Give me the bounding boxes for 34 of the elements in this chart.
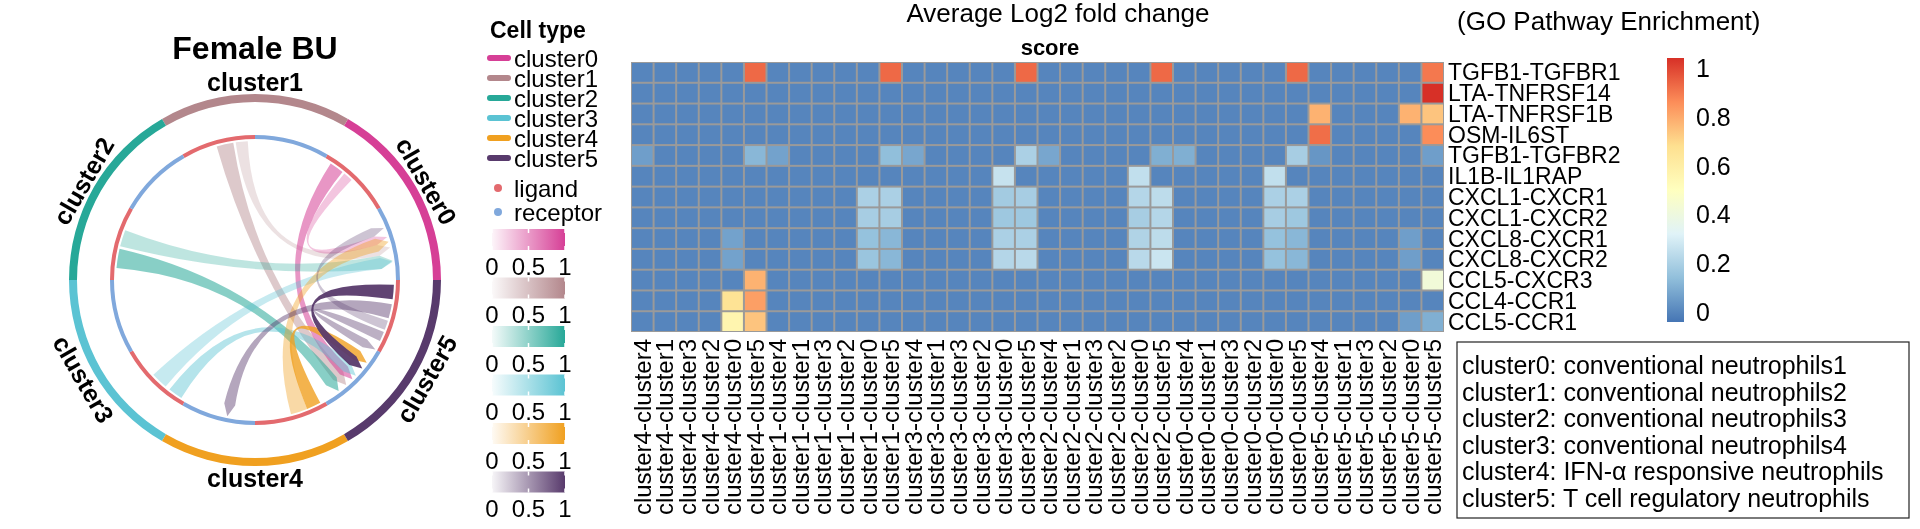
text: 0	[485, 495, 499, 522]
color-bar-label: 0.6	[1696, 151, 1731, 180]
color-bar-label: 1	[1696, 53, 1710, 82]
category-label: cluster1	[207, 68, 303, 96]
text: 1	[558, 349, 572, 377]
chart-title: score	[1020, 35, 1080, 60]
text: 0	[485, 398, 499, 425]
category-label: cluster4	[207, 464, 304, 492]
color-bar-label: 0.8	[1696, 102, 1731, 131]
color-bar-label: 0.2	[1696, 249, 1731, 278]
legend-title: Cell type	[490, 17, 586, 43]
text: 1	[558, 398, 572, 425]
text: 0	[485, 252, 499, 280]
text: Female BU	[172, 30, 338, 66]
text: 0.5	[511, 349, 546, 377]
text: 1	[558, 495, 572, 522]
text: 0.5	[511, 495, 546, 522]
y-tick-label: LTA-TNFRSF1B	[1448, 100, 1614, 127]
text: 1	[558, 446, 572, 474]
text: 0	[485, 446, 499, 474]
text: 0.5	[511, 398, 546, 425]
text: 0.5	[511, 446, 546, 474]
text: (GO Pathway Enrichment)	[1457, 6, 1761, 36]
color-bar-label: 0.4	[1696, 200, 1731, 229]
text: cluster0: conventional neutrophils1	[1462, 351, 1847, 379]
text: 0.5	[511, 301, 546, 328]
text: Average Log2 fold change	[906, 0, 1210, 28]
text: 1	[558, 252, 572, 280]
text: 1	[558, 301, 572, 328]
text: 0.5	[511, 252, 546, 280]
text: 0	[485, 349, 499, 377]
text: ligand	[514, 174, 579, 202]
text: 0	[485, 301, 499, 328]
color-bar-label: 0	[1696, 298, 1710, 327]
